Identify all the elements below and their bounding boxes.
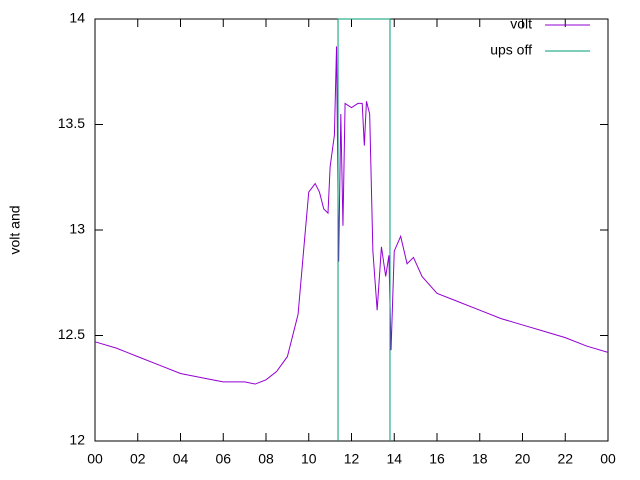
y-tick-label: 12 bbox=[69, 432, 85, 448]
y-axis-label: volt and bbox=[7, 205, 23, 254]
x-tick-label: 02 bbox=[130, 451, 146, 467]
x-tick-label: 08 bbox=[258, 451, 274, 467]
x-tick-label: 00 bbox=[87, 451, 103, 467]
x-tick-label: 16 bbox=[429, 451, 445, 467]
y-tick-label: 12.5 bbox=[58, 326, 85, 342]
x-tick-label: 00 bbox=[600, 451, 616, 467]
x-tick-label: 22 bbox=[557, 451, 573, 467]
x-tick-label: 12 bbox=[344, 451, 360, 467]
legend-label: volt bbox=[510, 16, 532, 32]
x-tick-label: 10 bbox=[301, 451, 317, 467]
x-tick-label: 14 bbox=[386, 451, 402, 467]
y-tick-label: 13 bbox=[69, 221, 85, 237]
y-tick-label: 14 bbox=[69, 10, 85, 26]
legend-label: ups off bbox=[490, 42, 532, 58]
x-tick-label: 18 bbox=[472, 451, 488, 467]
series-line bbox=[337, 18, 391, 441]
plot-frame bbox=[94, 18, 609, 442]
y-tick-label: 13.5 bbox=[58, 115, 85, 131]
x-tick-label: 04 bbox=[173, 451, 189, 467]
series-line bbox=[94, 46, 609, 385]
x-tick-label: 20 bbox=[515, 451, 531, 467]
x-tick-label: 06 bbox=[215, 451, 231, 467]
